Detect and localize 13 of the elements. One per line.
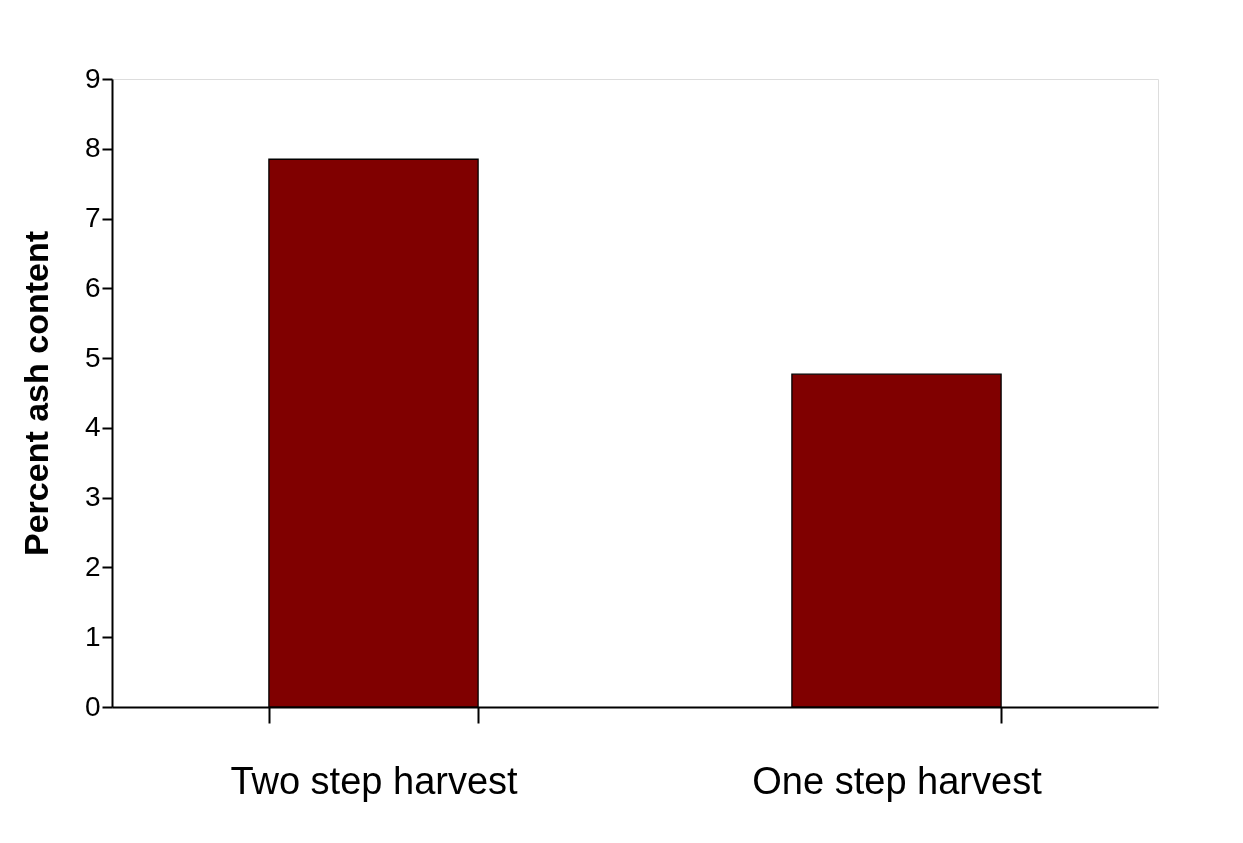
- x-tick-label: Two step harvest: [230, 759, 519, 802]
- y-tick-label: 7: [84, 202, 101, 234]
- y-tick-label: 1: [84, 620, 101, 652]
- y-tick-label: 9: [84, 62, 101, 94]
- y-tick-label: 0: [84, 690, 101, 722]
- y-tick-label: 4: [84, 411, 101, 443]
- y-tick-label: 3: [84, 481, 101, 513]
- x-tick-label: One step harvest: [752, 759, 1043, 802]
- y-axis-title: Percent ash content: [16, 231, 55, 556]
- y-tick-label: 8: [84, 132, 101, 164]
- y-tick-label: 2: [84, 550, 101, 582]
- y-tick-label: 5: [84, 341, 101, 373]
- y-tick-label: 6: [84, 271, 101, 303]
